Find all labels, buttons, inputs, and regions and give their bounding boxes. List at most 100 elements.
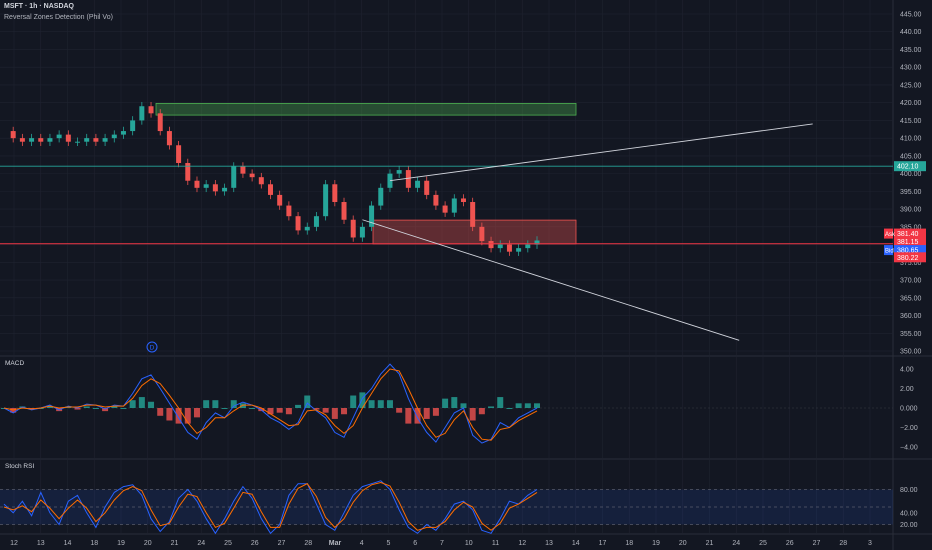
last-price-tag-bg	[894, 236, 926, 247]
trend-line	[389, 123, 813, 182]
macd-histogram-bar	[92, 408, 99, 409]
macd-histogram-bar	[285, 408, 292, 415]
price-tick-label: 395.00	[900, 189, 922, 196]
time-tick-label: 14	[572, 540, 580, 547]
time-tick-label: 11	[492, 540, 499, 547]
price-tick-label: 370.00	[900, 278, 922, 285]
green-reversal-zone	[155, 102, 577, 116]
macd-histogram-bar	[46, 406, 53, 408]
time-tick-label: 7	[440, 540, 444, 547]
price-axis: 445.00 440.00 435.00 430.00 425.00 420.00 415.…	[884, 12, 926, 529]
macd-label[interactable]: MACD	[5, 360, 25, 367]
teal-level-tag: 402.10	[897, 164, 919, 171]
macd-histogram-bar	[405, 408, 412, 424]
candle-body	[222, 187, 228, 192]
macd-histogram-bar	[175, 408, 182, 424]
candle-body	[203, 184, 209, 188]
stoch-rsi-label[interactable]: Stoch RSI	[5, 463, 35, 470]
macd-tick-label: −2.00	[900, 425, 918, 432]
price-tick-label: 420.00	[900, 100, 922, 107]
candle-body	[313, 216, 319, 227]
macd-histogram-bar	[451, 397, 458, 408]
time-tick-label: 12	[10, 540, 18, 547]
macd-histogram-bar	[350, 395, 357, 408]
candle-body	[415, 180, 421, 188]
candle-body	[341, 202, 347, 220]
time-tick-label: 28	[839, 540, 847, 547]
macd-histogram-bar	[469, 408, 476, 421]
macd-histogram-bar	[166, 408, 173, 421]
candle-body	[102, 138, 108, 142]
macd-histogram-bar	[83, 406, 90, 408]
candle-body	[470, 202, 476, 227]
time-tick-label: 28	[304, 540, 312, 547]
time-tick-label: Mar	[329, 540, 342, 547]
macd-histogram-bar	[295, 404, 302, 408]
macd-histogram-bar	[304, 395, 311, 408]
candle-body	[378, 187, 384, 206]
macd-histogram-bar	[524, 403, 531, 408]
candle-body	[29, 138, 35, 142]
macd-histogram-bar	[534, 403, 540, 408]
time-tick-label: 6	[413, 540, 417, 547]
time-tick-label: 21	[171, 540, 179, 547]
macd-histogram-bar	[102, 408, 109, 412]
time-tick-label: 25	[759, 540, 767, 547]
time-tick-label: 19	[117, 540, 125, 547]
price-tick-label: 435.00	[900, 47, 922, 54]
bid-price-tag: 380.65	[897, 248, 919, 255]
price-tick-label: 365.00	[900, 295, 922, 302]
trend-line	[362, 219, 740, 341]
candle-body	[442, 205, 448, 213]
candle-body	[185, 162, 191, 181]
indicator-title[interactable]: Reversal Zones Detection (Phil Vo)	[4, 14, 113, 21]
candle-body	[534, 240, 540, 245]
macd-histogram-bar	[138, 397, 145, 408]
candle-body	[231, 166, 237, 188]
macd-histogram-bar	[377, 400, 384, 408]
price-tick-label: 400.00	[900, 171, 922, 178]
macd-histogram-bar	[313, 408, 320, 410]
macd-histogram-bar	[148, 401, 155, 408]
macd-histogram-bar	[111, 406, 118, 408]
price-tick-label: 445.00	[900, 12, 922, 19]
time-tick-label: 24	[197, 540, 205, 547]
ask-price-tag: 381.40	[897, 231, 919, 238]
candles: D	[10, 101, 540, 353]
macd-histogram-bar	[386, 400, 393, 408]
price-tick-label: 415.00	[900, 118, 922, 125]
candle-body	[38, 138, 44, 142]
ask-tag: Ask	[885, 232, 896, 238]
candle-body	[460, 198, 466, 203]
macd-histogram-bar	[249, 408, 256, 409]
bid-price-tag-bg	[894, 245, 926, 256]
candle-body	[157, 113, 163, 132]
price-tick-label: 405.00	[900, 153, 922, 160]
macd-histogram-bar	[515, 403, 522, 408]
stoch-tick-label: 80.00	[900, 487, 918, 494]
time-tick-label: 26	[251, 540, 259, 547]
price-tick-label: 390.00	[900, 207, 922, 214]
stoch-tick-label: 20.00	[900, 522, 918, 529]
candle-body	[359, 226, 365, 238]
candle-body	[148, 106, 154, 114]
trend-lines	[0, 123, 893, 341]
macd-histogram-bar	[203, 400, 210, 408]
macd-histogram-bar	[331, 408, 338, 419]
candle-body	[268, 184, 273, 195]
candle-body	[332, 184, 338, 203]
time-tick-label: 13	[545, 540, 553, 547]
candle-body	[433, 194, 439, 206]
time-tick-label: 14	[64, 540, 72, 547]
candle-body	[84, 138, 90, 142]
teal-level-tag-bg	[894, 161, 926, 172]
symbol-title[interactable]: MSFT · 1h · NASDAQ	[4, 3, 74, 10]
candle-body	[304, 226, 310, 231]
time-tick-label: 18	[90, 540, 98, 547]
macd-tick-label: 4.00	[900, 367, 914, 374]
candle-body	[277, 194, 283, 206]
macd-histogram-bar	[460, 403, 467, 408]
last-price-tag: 381.15	[897, 239, 919, 246]
